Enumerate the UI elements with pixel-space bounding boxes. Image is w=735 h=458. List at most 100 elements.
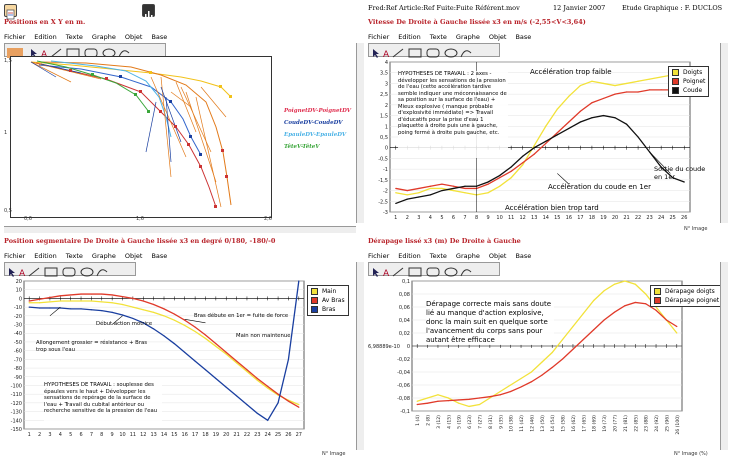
menu-fichier[interactable]: Fichier — [4, 252, 26, 260]
menu-edition[interactable]: Edition — [34, 33, 57, 41]
data-point — [637, 80, 639, 82]
menu-texte[interactable]: Texte — [429, 33, 447, 41]
x-tick-label: 11 — [508, 215, 514, 221]
slip-legend: Dérapage doigts Dérapage poignet — [650, 285, 724, 307]
data-point — [637, 91, 639, 93]
study-author: Etude Graphique : F. DUCLOS — [622, 4, 723, 12]
data-point — [499, 177, 501, 179]
line-tool-icon — [392, 48, 404, 58]
x-tick-label: 21 (81) — [623, 415, 629, 432]
oval-tool-icon — [80, 267, 94, 277]
menu-texte[interactable]: Texte — [65, 252, 83, 260]
data-point — [591, 102, 593, 104]
data-point — [28, 306, 30, 308]
data-point — [447, 400, 449, 402]
menu-graphe[interactable]: Graphe — [455, 252, 480, 260]
pointer-tool-icon — [373, 49, 379, 58]
y-tick-label: -0,06 — [397, 383, 410, 389]
data-point — [520, 377, 522, 380]
data-point — [613, 311, 616, 313]
x-tick-label: 3 — [417, 215, 420, 221]
data-point — [489, 397, 491, 399]
data-point — [625, 82, 628, 85]
vertical-scrollbar[interactable] — [720, 43, 728, 223]
menu-base[interactable]: Base — [515, 252, 532, 260]
x-tick-label: 12 — [520, 215, 526, 221]
vertical-scrollbar[interactable] — [720, 262, 728, 450]
data-point — [28, 302, 30, 304]
y-tick-label: -140 — [11, 418, 22, 424]
data-point — [395, 187, 397, 190]
menu-base[interactable]: Base — [151, 252, 168, 260]
data-point — [287, 358, 290, 360]
x-tick-label: 1 (4) — [415, 415, 421, 426]
annotation-arm-first: Bras débute en 1er = fuite de force — [194, 313, 289, 319]
menu-texte[interactable]: Texte — [429, 252, 447, 260]
menu-objet[interactable]: Objet — [124, 33, 143, 41]
series-line — [395, 114, 685, 205]
y-tick-label: -1,5 — [378, 178, 388, 184]
speed-legend: Doigts Poignet Coude — [668, 66, 710, 97]
data-point — [38, 298, 41, 300]
data-point — [593, 299, 595, 302]
y-tick-label: -0,5 — [378, 156, 388, 162]
x-tick-label: 9 (35) — [498, 415, 504, 429]
x-tick-label: 24 (92) — [654, 415, 660, 432]
data-point — [153, 328, 155, 330]
horizontal-scrollbar[interactable] — [4, 226, 356, 233]
data-point — [28, 300, 30, 302]
menu-texte[interactable]: Texte — [65, 33, 83, 41]
data-point — [38, 307, 41, 309]
menu-graphe[interactable]: Graphe — [455, 33, 480, 41]
data-point — [406, 194, 408, 196]
vertical-scrollbar[interactable] — [356, 43, 364, 223]
xy-plot-area[interactable] — [10, 56, 272, 218]
menu-edition[interactable]: Edition — [398, 252, 421, 260]
data-point — [184, 324, 186, 326]
menu-base[interactable]: Base — [515, 33, 532, 41]
x-tick-label: 11 (42) — [519, 415, 525, 432]
data-point — [101, 310, 103, 312]
y-label-top: 1,5 — [4, 58, 12, 64]
line-tool-icon — [28, 267, 40, 277]
menu-objet[interactable]: Objet — [124, 252, 143, 260]
chart-icon[interactable] — [142, 4, 155, 19]
menu-graphe[interactable]: Graphe — [91, 252, 116, 260]
data-point — [70, 294, 72, 296]
menu-edition[interactable]: Edition — [34, 252, 57, 260]
data-point — [530, 371, 533, 373]
y-tick-label: 0,5 — [380, 135, 388, 141]
x-tick-label: 4 — [59, 432, 62, 438]
document-icon[interactable] — [4, 4, 17, 20]
menu-fichier[interactable]: Fichier — [368, 252, 390, 260]
menu-fichier[interactable]: Fichier — [4, 33, 26, 41]
x-tick-label: 23 (88) — [644, 415, 650, 432]
x-tick-label: 1 — [28, 432, 31, 438]
legend-slip-wrist: Dérapage poignet — [654, 296, 719, 305]
data-point — [468, 405, 470, 408]
menu-objet[interactable]: Objet — [488, 33, 507, 41]
data-point — [426, 402, 429, 404]
menu-objet[interactable]: Objet — [488, 252, 507, 260]
data-point — [426, 397, 429, 399]
x-tick-label: 6 (23) — [467, 415, 473, 429]
data-point — [70, 308, 72, 310]
data-point — [163, 335, 165, 337]
xy-legend: PoignetDV-PoignetDV CoudeDV-CoudeDV Epau… — [284, 108, 351, 150]
data-point — [215, 345, 217, 347]
y-tick-label: 0,02 — [399, 331, 410, 337]
menu-edition[interactable]: Edition — [398, 33, 421, 41]
menu-graphe[interactable]: Graphe — [91, 33, 116, 41]
data-point — [142, 309, 144, 311]
data-point — [568, 95, 570, 97]
data-point — [277, 402, 279, 404]
top-bar: Fred:Ref Article:Ref Fuite:Fuite Référen… — [0, 0, 735, 20]
menu-base[interactable]: Base — [151, 33, 168, 41]
data-point — [416, 403, 418, 406]
data-point — [101, 301, 103, 303]
vertical-scrollbar[interactable] — [356, 262, 364, 450]
menu-fichier[interactable]: Fichier — [368, 33, 390, 41]
data-point — [510, 166, 512, 168]
x-tick-label: 19 — [600, 215, 606, 221]
data-point — [464, 187, 466, 190]
